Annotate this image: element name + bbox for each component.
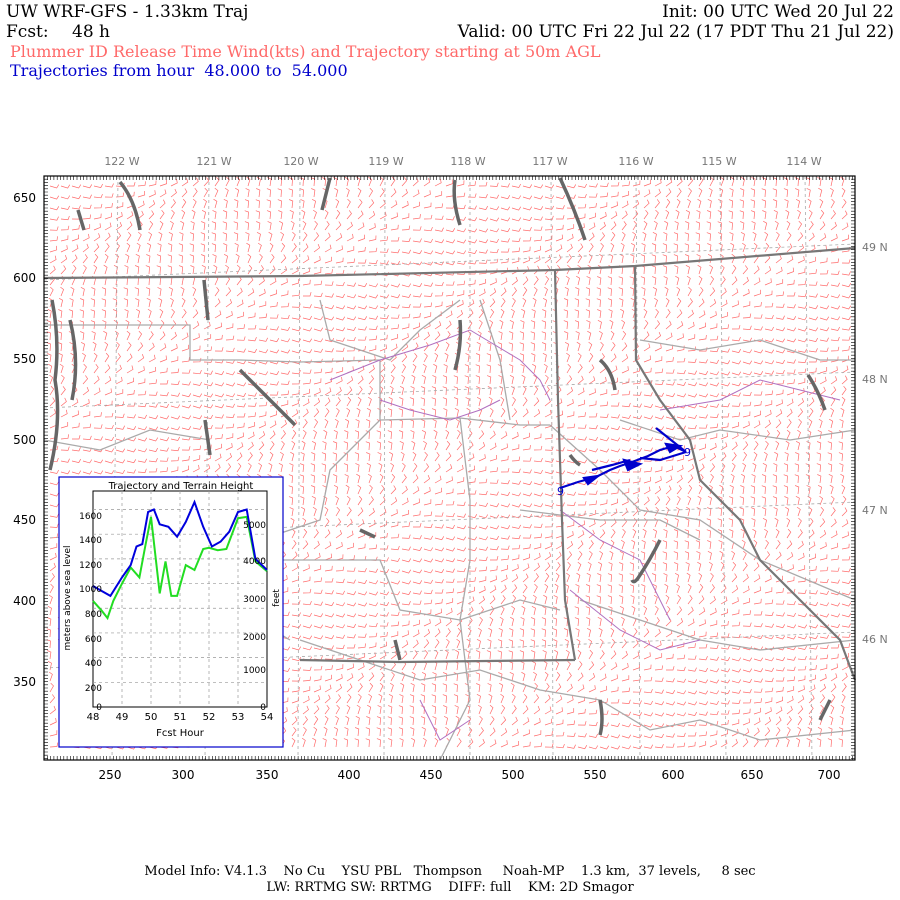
inset-trajectory-height-line (92, 499, 268, 598)
x-tick-700: 700 (818, 768, 841, 782)
trajectory-end-marker: 9 (684, 446, 691, 459)
forecast-hour: 48 h (72, 22, 110, 42)
lon-label-121w: 121 W (196, 155, 231, 168)
inset-x-tick-52: 52 (203, 712, 216, 723)
lon-label-120w: 120 W (283, 155, 318, 168)
x-tick-600: 600 (662, 768, 685, 782)
inset-grid (93, 491, 267, 707)
inset-chart: Trajectory and Terrain Height 48 49 50 5… (58, 476, 284, 748)
inset-yr-tick-4000: 4000 (243, 557, 266, 567)
y-tick-500: 500 (13, 433, 36, 447)
inset-x-tick-48: 48 (87, 712, 100, 723)
y-tick-450: 450 (13, 513, 36, 527)
map-frame (43, 175, 856, 761)
inset-yr-tick-2000: 2000 (243, 633, 266, 643)
inset-x-ticks: 48 49 50 51 52 53 54 (87, 712, 274, 723)
inset-yr-tick-0: 0 (260, 703, 266, 713)
lon-label-116w: 116 W (618, 155, 653, 168)
plot-subtitle: Plummer ID Release Time Wind(kts) and Tr… (10, 42, 601, 61)
coastlines-water (48, 177, 832, 736)
inset-y-tick-1000: 1000 (79, 585, 102, 595)
inset-yr-tick-3000: 3000 (243, 595, 266, 605)
lat-label-47n: 47 N (862, 504, 888, 517)
inset-y-tick-1600: 1600 (79, 512, 102, 522)
x-tick-350: 350 (256, 768, 279, 782)
trajectory-start-marker: 9 (557, 485, 564, 498)
inset-yr-tick-5000: 5000 (243, 521, 266, 531)
lon-label-118w: 118 W (450, 155, 485, 168)
y-tick-650: 650 (13, 191, 36, 205)
latitude-labels: 49 N 48 N 47 N 46 N (862, 241, 888, 646)
lon-label-117w: 117 W (532, 155, 567, 168)
inset-x-tick-49: 49 (116, 712, 129, 723)
x-tick-400: 400 (338, 768, 361, 782)
x-tick-500: 500 (502, 768, 525, 782)
inset-y-ticks-right: 5000 4000 3000 2000 1000 0 (243, 521, 266, 713)
inset-x-axis-label: Fcst Hour (156, 728, 205, 739)
lat-label-49n: 49 N (862, 241, 888, 254)
trajectory-range: Trajectories from hour 48.000 to 54.000 (10, 61, 348, 80)
inset-background (58, 476, 284, 748)
y-tick-350: 350 (13, 675, 36, 689)
inset-y-tick-400: 400 (85, 659, 102, 669)
valid-time: Valid: 00 UTC Fri 22 Jul 22 (17 PDT Thu … (457, 22, 894, 42)
y-tick-600: 600 (13, 271, 36, 285)
y-tick-400: 400 (13, 594, 36, 608)
inset-y-tick-600: 600 (85, 635, 102, 645)
lat-label-46n: 46 N (862, 633, 888, 646)
inset-title: Trajectory and Terrain Height (108, 481, 254, 492)
inset-yr-tick-1000: 1000 (243, 666, 266, 676)
inset-y-tick-1200: 1200 (79, 561, 102, 571)
frame-tick-marks (43, 175, 855, 760)
model-title: UW WRF-GFS - 1.33km Traj (6, 2, 249, 22)
model-info-line-2: LW: RRTMG SW: RRTMG DIFF: full KM: 2D Sm… (266, 880, 634, 895)
grid-x-tick-labels: 250 300 350 400 450 500 550 600 650 700 (99, 768, 841, 782)
state-boundaries (43, 246, 857, 681)
forecast-label: Fcst: (6, 22, 49, 42)
inset-y-axis-label-right: feet (272, 589, 282, 607)
x-tick-300: 300 (172, 768, 195, 782)
trajectory-path (559, 427, 687, 490)
init-time: Init: 00 UTC Wed 20 Jul 22 (662, 2, 894, 22)
lon-label-114w: 114 W (786, 155, 821, 168)
lat-label-48n: 48 N (862, 373, 888, 386)
inset-x-tick-54: 54 (261, 712, 274, 723)
inset-x-tick-53: 53 (232, 712, 245, 723)
inset-y-tick-1400: 1400 (79, 536, 102, 546)
inset-series (92, 499, 268, 621)
inset-x-tick-51: 51 (174, 712, 187, 723)
inset-y-tick-200: 200 (85, 684, 102, 694)
longitude-labels: 122 W 121 W 120 W 119 W 118 W 117 W 116 … (104, 155, 821, 168)
x-tick-550: 550 (584, 768, 607, 782)
x-tick-450: 450 (420, 768, 443, 782)
frame-minor-ticks (43, 175, 855, 760)
y-tick-550: 550 (13, 352, 36, 366)
inset-x-tick-50: 50 (145, 712, 158, 723)
inset-terrain-height-line (92, 515, 268, 621)
inset-y-ticks-left: 1600 1400 1200 1000 800 600 400 200 0 (79, 512, 102, 713)
inset-y-tick-800: 800 (85, 610, 102, 620)
grid-y-tick-labels: 650 600 550 500 450 400 350 (13, 191, 36, 689)
inset-y-axis-label-left: meters above sea level (63, 545, 73, 650)
x-tick-650: 650 (741, 768, 764, 782)
lon-label-119w: 119 W (368, 155, 403, 168)
model-info-line-1: Model Info: V4.1.3 No Cu YSU PBL Thompso… (144, 864, 756, 879)
inset-y-tick-0: 0 (96, 703, 102, 713)
x-tick-250: 250 (99, 768, 122, 782)
lon-label-122w: 122 W (104, 155, 139, 168)
lon-label-115w: 115 W (701, 155, 736, 168)
terrain-contours (329, 329, 841, 741)
